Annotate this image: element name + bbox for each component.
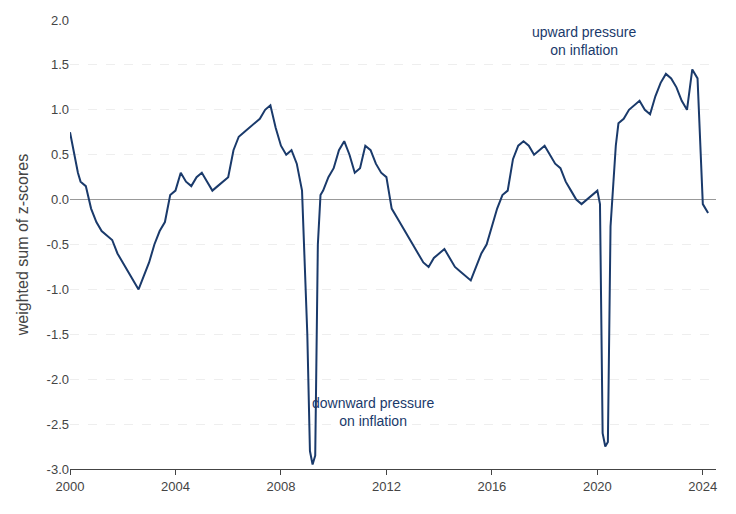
svg-text:-3.0: -3.0 xyxy=(47,462,69,477)
svg-text:1.0: 1.0 xyxy=(51,102,69,117)
svg-text:-1.0: -1.0 xyxy=(47,282,69,297)
svg-text:-2.5: -2.5 xyxy=(47,417,69,432)
svg-text:0.0: 0.0 xyxy=(51,192,69,207)
svg-text:2016: 2016 xyxy=(477,479,506,494)
svg-text:2008: 2008 xyxy=(266,479,295,494)
svg-text:2024: 2024 xyxy=(688,479,717,494)
svg-text:2.0: 2.0 xyxy=(51,13,69,28)
svg-text:2012: 2012 xyxy=(372,479,401,494)
svg-text:-1.5: -1.5 xyxy=(47,327,69,342)
svg-text:upward pressureon inflation: upward pressureon inflation xyxy=(532,24,636,58)
svg-text:-0.5: -0.5 xyxy=(47,237,69,252)
svg-text:weighted sum of z-scores: weighted sum of z-scores xyxy=(14,154,31,336)
svg-text:2004: 2004 xyxy=(161,479,190,494)
svg-text:2000: 2000 xyxy=(56,479,85,494)
svg-text:-2.0: -2.0 xyxy=(47,372,69,387)
svg-text:2020: 2020 xyxy=(583,479,612,494)
svg-text:1.5: 1.5 xyxy=(51,57,69,72)
svg-text:0.5: 0.5 xyxy=(51,147,69,162)
svg-text:downward pressureon inflation: downward pressureon inflation xyxy=(312,395,434,429)
